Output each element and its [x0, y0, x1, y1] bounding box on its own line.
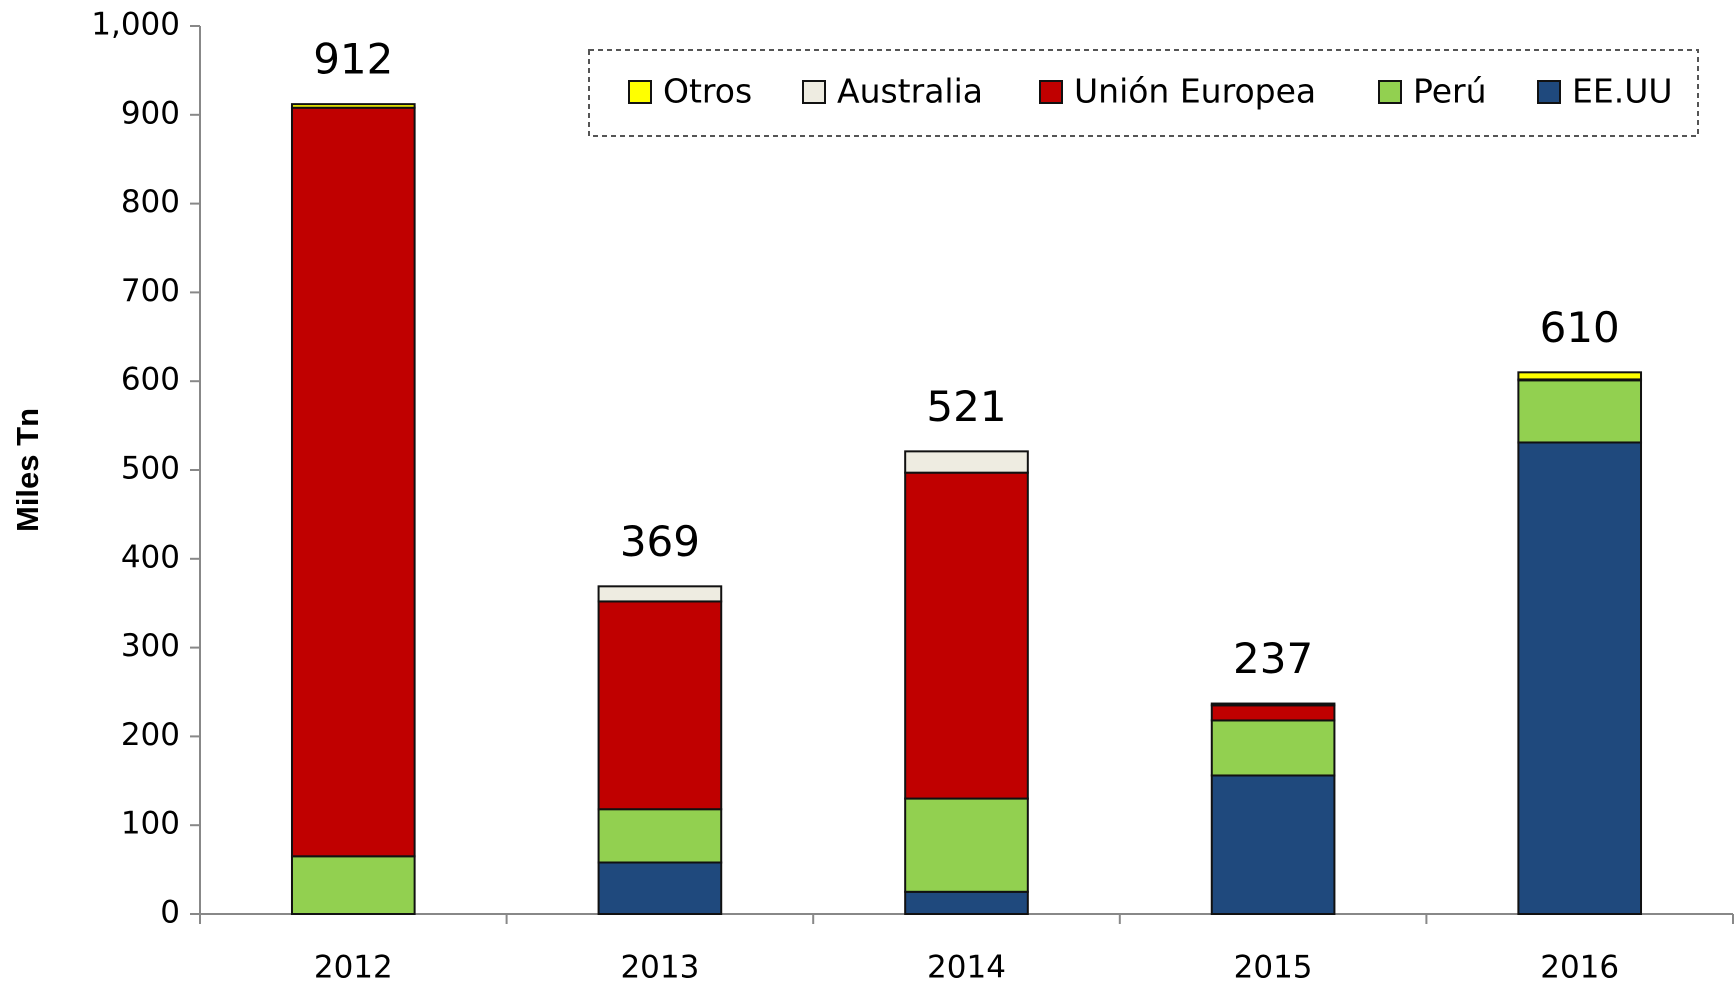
x-tick-label: 2016 [1540, 950, 1619, 983]
legend-label: Australia [837, 72, 983, 111]
bar-segment [1210, 702, 1336, 707]
y-tick-label: 0 [160, 895, 180, 931]
bar-segment [904, 890, 1029, 915]
total-label: 912 [313, 35, 393, 84]
legend-label: Otros [663, 72, 752, 111]
y-tick-label: 200 [121, 717, 180, 753]
legend-swatch [1378, 80, 1402, 104]
legend-swatch [802, 80, 826, 104]
bar-segment [904, 471, 1029, 800]
bar-segment [1210, 704, 1336, 722]
total-label: 237 [1233, 634, 1313, 683]
legend-label: EE.UU [1572, 72, 1673, 111]
bar-segment [290, 106, 416, 858]
legend-swatch [628, 80, 652, 104]
bar-segment [597, 585, 723, 603]
total-label: 610 [1540, 303, 1620, 352]
y-tick-label: 400 [121, 539, 180, 575]
y-tick-label: 100 [121, 806, 180, 842]
bar-segment [597, 808, 723, 864]
y-axis-title: Miles Tn [10, 408, 45, 532]
bar-segment [290, 103, 416, 109]
legend-box [588, 49, 1699, 137]
x-tick-label: 2013 [620, 950, 699, 983]
bar-segment [1517, 441, 1643, 915]
y-tick-label: 600 [121, 362, 180, 398]
legend-label: Unión Europea [1074, 72, 1316, 111]
total-label: 521 [926, 382, 1006, 431]
y-tick-label: 900 [121, 95, 180, 131]
bar-segment [290, 855, 416, 916]
x-tick-label: 2014 [927, 950, 1006, 983]
legend-swatch [1537, 80, 1561, 104]
y-tick-label: 800 [121, 184, 180, 220]
x-tick-label: 2015 [1234, 950, 1313, 983]
bar-segment [1517, 379, 1643, 444]
bar-segment [904, 797, 1029, 893]
x-tick-label: 2012 [314, 950, 393, 983]
y-tick-label: 1,000 [91, 7, 180, 43]
bar-segment [597, 861, 723, 915]
y-tick-label: 500 [121, 451, 180, 487]
bar-segment [1517, 371, 1643, 381]
bar-segment [597, 600, 723, 811]
y-tick-label: 300 [121, 628, 180, 664]
bar-segment [904, 450, 1029, 474]
y-tick-label: 700 [121, 273, 180, 309]
legend-swatch [1039, 80, 1063, 104]
legend-label: Perú [1413, 72, 1487, 111]
bar-segment [1210, 719, 1336, 777]
total-label: 369 [620, 517, 700, 566]
bar-segment [1210, 774, 1336, 915]
